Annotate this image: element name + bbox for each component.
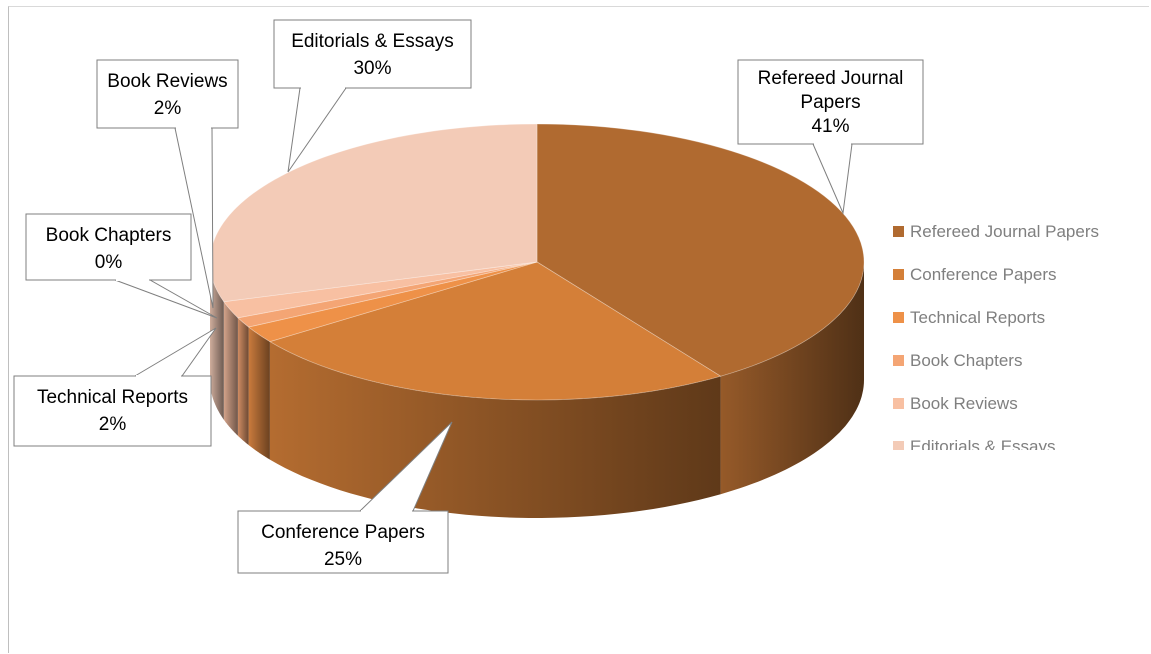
pie-side-refereed-journal-papers (720, 262, 864, 495)
legend-swatch-book-reviews (893, 398, 904, 409)
legend: Refereed Journal Papers Conference Papers… (888, 222, 1138, 480)
legend-swatch-technical-reports (893, 312, 904, 323)
pie-slice-book-reviews (223, 261, 538, 319)
callout-value: 2% (99, 414, 127, 435)
callout-value: 2% (154, 98, 182, 119)
callout-label: Book Reviews (107, 71, 227, 92)
pie-side-book-chapters (237, 317, 249, 445)
callout-technical-reports: Technical Reports 2% (13, 327, 217, 447)
callout-box (96, 59, 239, 129)
callout-label: Conference Papers (261, 522, 425, 543)
callout-refereed-journal-papers: Refereed Journal Papers 41% (737, 59, 924, 215)
pie-slice-technical-reports (247, 261, 538, 343)
legend-clip-mask (888, 450, 1138, 480)
legend-swatch-editorials-essays (893, 441, 904, 452)
callout-box (25, 213, 192, 281)
legend-swatch-book-chapters (893, 355, 904, 366)
legend-label-refereed-journal-papers: Refereed Journal Papers (910, 222, 1099, 241)
callout-box (737, 59, 924, 145)
pie-side-book-reviews (223, 301, 238, 436)
callout-label: Technical Reports (37, 387, 188, 408)
callout-box (237, 510, 449, 574)
legend-swatch-conference-papers (893, 269, 904, 280)
callout-value: 30% (353, 58, 391, 79)
legend-label-book-reviews: Book Reviews (910, 394, 1018, 413)
callout-label: Papers (800, 92, 860, 113)
callout-conference-papers: Conference Papers 25% (237, 421, 453, 574)
legend-swatch-refereed-journal-papers (893, 226, 904, 237)
legend-label-book-chapters: Book Chapters (910, 351, 1022, 370)
callout-book-reviews: Book Reviews 2% (96, 59, 239, 309)
callout-box (13, 375, 212, 447)
callout-label: Refereed Journal (758, 68, 904, 89)
callout-value: 41% (811, 116, 849, 137)
legend-label-conference-papers: Conference Papers (910, 265, 1056, 284)
callout-pointer (133, 327, 217, 377)
pie-slice-conference-papers (268, 261, 722, 401)
legend-label-technical-reports: Technical Reports (910, 308, 1045, 327)
pie-slice-book-chapters (237, 261, 538, 328)
pie-side-conference-papers (269, 341, 721, 518)
chart-frame (8, 6, 1149, 653)
callout-label: Editorials & Essays (291, 31, 454, 52)
pie-side-technical-reports (248, 327, 270, 460)
callout-box (273, 19, 472, 89)
callout-value: 25% (324, 549, 362, 570)
callout-pointer (114, 279, 218, 319)
callout-value: 0% (95, 252, 123, 273)
callout-editorials-essays: Editorials & Essays 30% (273, 19, 472, 173)
callout-label: Book Chapters (46, 225, 172, 246)
pie-slice-refereed-journal-papers (536, 123, 865, 377)
callout-book-chapters: Book Chapters 0% (25, 213, 218, 319)
